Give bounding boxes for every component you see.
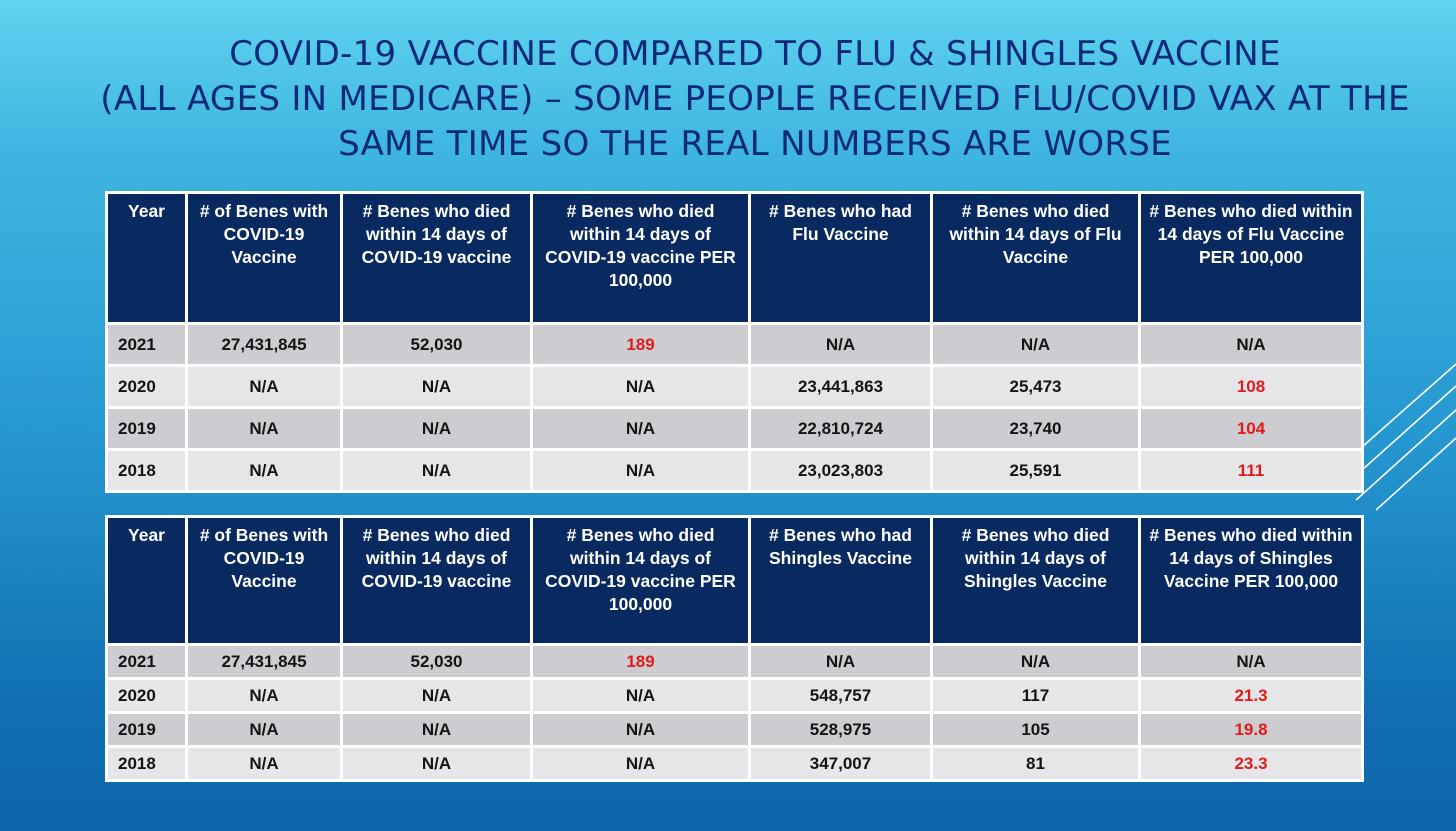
table-row: 2019 N/A N/A N/A 22,810,724 23,740 104 <box>105 406 1364 451</box>
table-row: 2020 N/A N/A N/A 23,441,863 25,473 108 <box>105 364 1364 409</box>
table-cell-highlight: 21.3 <box>1138 677 1364 714</box>
table-cell: N/A <box>930 643 1141 680</box>
table-cell-highlight: 23.3 <box>1138 745 1364 782</box>
table-cell: N/A <box>930 322 1141 367</box>
header-covid-deaths-per-100k: # Benes who died within 14 days of COVID… <box>530 191 751 325</box>
flu-comparison-table: Year # of Benes with COVID-19 Vaccine # … <box>105 191 1364 493</box>
cell-year: 2019 <box>105 711 188 748</box>
table-cell: 27,431,845 <box>185 322 343 367</box>
table-row: 2019 N/A N/A N/A 528,975 105 19.8 <box>105 711 1364 748</box>
table-cell: N/A <box>340 406 533 451</box>
cell-year: 2021 <box>105 322 188 367</box>
table-cell: N/A <box>185 745 343 782</box>
header-covid-deaths: # Benes who died within 14 days of COVID… <box>340 515 533 646</box>
slide-title: COVID-19 VACCINE COMPARED TO FLU & SHING… <box>40 32 1456 167</box>
table-cell: N/A <box>340 745 533 782</box>
table-cell: N/A <box>530 406 751 451</box>
table-cell: 52,030 <box>340 322 533 367</box>
shingles-comparison-table: Year # of Benes with COVID-19 Vaccine # … <box>105 515 1364 782</box>
cell-year: 2020 <box>105 364 188 409</box>
table-cell: N/A <box>340 677 533 714</box>
table-cell: N/A <box>185 448 343 493</box>
table-cell: N/A <box>1138 322 1364 367</box>
table-cell: 27,431,845 <box>185 643 343 680</box>
cell-year: 2021 <box>105 643 188 680</box>
table-cell: N/A <box>185 364 343 409</box>
table-cell: 528,975 <box>748 711 933 748</box>
table-cell: 22,810,724 <box>748 406 933 451</box>
header-covid-benes: # of Benes with COVID-19 Vaccine <box>185 515 343 646</box>
table-cell: 548,757 <box>748 677 933 714</box>
table-cell-highlight: 189 <box>530 643 751 680</box>
table-row: 2020 N/A N/A N/A 548,757 117 21.3 <box>105 677 1364 714</box>
table-cell: 105 <box>930 711 1141 748</box>
table-cell-highlight: 104 <box>1138 406 1364 451</box>
header-covid-benes: # of Benes with COVID-19 Vaccine <box>185 191 343 325</box>
cell-year: 2019 <box>105 406 188 451</box>
header-shingles-deaths: # Benes who died within 14 days of Shing… <box>930 515 1141 646</box>
table-cell: N/A <box>530 711 751 748</box>
table-cell: 25,473 <box>930 364 1141 409</box>
header-covid-deaths-per-100k: # Benes who died within 14 days of COVID… <box>530 515 751 646</box>
table-cell: N/A <box>748 643 933 680</box>
table-cell: N/A <box>1138 643 1364 680</box>
table-cell: N/A <box>185 711 343 748</box>
cell-year: 2018 <box>105 745 188 782</box>
header-shingles-deaths-per-100k: # Benes who died within 14 days of Shing… <box>1138 515 1364 646</box>
title-line-1: COVID-19 VACCINE COMPARED TO FLU & SHING… <box>229 34 1281 74</box>
table-cell: N/A <box>340 364 533 409</box>
table-row: 2018 N/A N/A N/A 347,007 81 23.3 <box>105 745 1364 782</box>
table-header-row: Year # of Benes with COVID-19 Vaccine # … <box>105 191 1364 325</box>
table-row: 2018 N/A N/A N/A 23,023,803 25,591 111 <box>105 448 1364 493</box>
table-cell: N/A <box>340 448 533 493</box>
table-cell: N/A <box>530 677 751 714</box>
table-cell: 23,441,863 <box>748 364 933 409</box>
header-shingles-benes: # Benes who had Shingles Vaccine <box>748 515 933 646</box>
table-cell: N/A <box>530 448 751 493</box>
table-cell-highlight: 19.8 <box>1138 711 1364 748</box>
table-cell: N/A <box>185 677 343 714</box>
table-cell: 52,030 <box>340 643 533 680</box>
table-cell: 81 <box>930 745 1141 782</box>
table-cell: 23,023,803 <box>748 448 933 493</box>
table-cell-highlight: 108 <box>1138 364 1364 409</box>
table-cell: N/A <box>185 406 343 451</box>
header-flu-deaths: # Benes who died within 14 days of Flu V… <box>930 191 1141 325</box>
title-line-3: SAME TIME SO THE REAL NUMBERS ARE WORSE <box>338 124 1172 164</box>
table-cell: N/A <box>340 711 533 748</box>
cell-year: 2018 <box>105 448 188 493</box>
table-row: 2021 27,431,845 52,030 189 N/A N/A N/A <box>105 643 1364 680</box>
table-cell: N/A <box>530 364 751 409</box>
header-flu-deaths-per-100k: # Benes who died within 14 days of Flu V… <box>1138 191 1364 325</box>
table-cell-highlight: 111 <box>1138 448 1364 493</box>
table-row: 2021 27,431,845 52,030 189 N/A N/A N/A <box>105 322 1364 367</box>
header-year: Year <box>105 191 188 325</box>
table-header-row: Year # of Benes with COVID-19 Vaccine # … <box>105 515 1364 646</box>
header-covid-deaths: # Benes who died within 14 days of COVID… <box>340 191 533 325</box>
header-year: Year <box>105 515 188 646</box>
table-cell: 23,740 <box>930 406 1141 451</box>
table-cell: N/A <box>530 745 751 782</box>
table-cell: 25,591 <box>930 448 1141 493</box>
table-cell-highlight: 189 <box>530 322 751 367</box>
table-cell: N/A <box>748 322 933 367</box>
title-line-2: (ALL AGES IN MEDICARE) – SOME PEOPLE REC… <box>100 79 1410 119</box>
cell-year: 2020 <box>105 677 188 714</box>
table-cell: 117 <box>930 677 1141 714</box>
table-cell: 347,007 <box>748 745 933 782</box>
header-flu-benes: # Benes who had Flu Vaccine <box>748 191 933 325</box>
